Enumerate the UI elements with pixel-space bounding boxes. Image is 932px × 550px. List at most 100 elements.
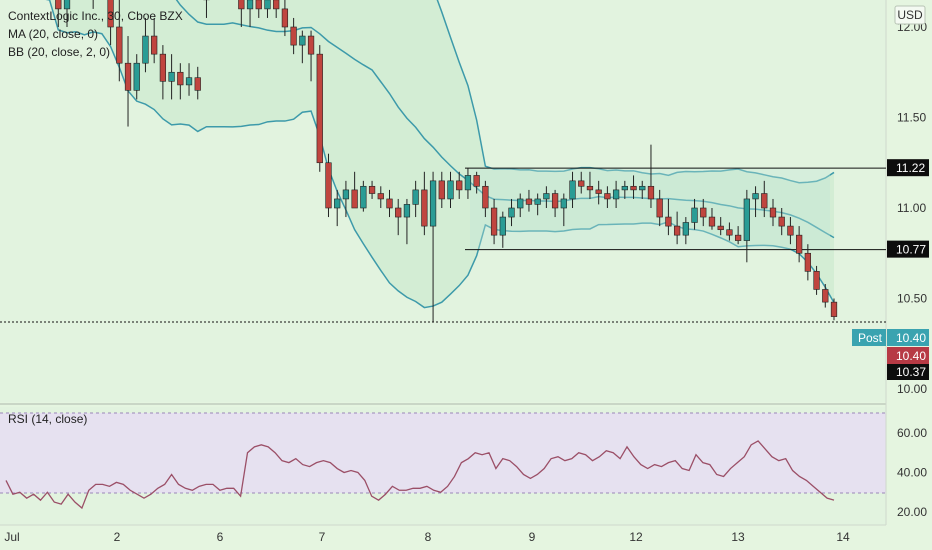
candle-body <box>307 35 315 55</box>
bollinger-bands <box>45 0 835 309</box>
chart-title[interactable]: ContextLogic Inc., 30, Cboe BZX <box>8 9 183 23</box>
candle-body <box>499 216 506 236</box>
candle-body <box>717 225 724 231</box>
ma-legend[interactable]: MA (20, close, 0) <box>8 27 98 41</box>
candle-body <box>665 216 672 227</box>
candle-body <box>647 185 655 200</box>
candle-body <box>543 193 550 200</box>
candle-body <box>569 180 576 200</box>
candle-body <box>456 180 463 191</box>
candle-body <box>264 0 271 10</box>
time-tick-label: 2 <box>114 530 121 544</box>
bb-lower <box>45 0 835 309</box>
candle-body <box>586 185 594 191</box>
candle-body <box>473 175 480 187</box>
candle-body <box>168 71 175 82</box>
candle-body <box>830 301 838 317</box>
level-tag-10-77-text: 10.77 <box>896 243 926 257</box>
candle-body <box>368 185 376 194</box>
last-price-tag-text: 10.40 <box>896 349 926 363</box>
candle-body <box>194 77 201 91</box>
candle-body <box>734 234 742 241</box>
candle-body <box>787 225 794 236</box>
level-tag-10-77 <box>887 240 929 258</box>
candle-body <box>769 207 777 218</box>
candle-body <box>743 198 750 241</box>
candle-body <box>822 289 829 303</box>
bb-fill <box>49 0 834 308</box>
candle-body <box>612 189 620 200</box>
candle-body <box>804 252 811 272</box>
candle-body <box>534 198 541 205</box>
candle-body <box>255 0 262 10</box>
rsi-series <box>5 440 835 510</box>
time-tick-label: 7 <box>319 530 326 544</box>
candle-body <box>726 229 733 236</box>
currency-button[interactable]: USD <box>894 5 926 25</box>
candle-body <box>342 189 350 200</box>
candle-body <box>578 180 585 187</box>
rsi-tick-label: 60.00 <box>897 426 927 440</box>
bb-basis <box>175 0 835 239</box>
rsi-line <box>5 440 835 510</box>
candle-body <box>185 77 193 86</box>
candle-body <box>351 189 358 209</box>
time-axis-ticks: Jul 2 6 7 8 9 12 13 14 <box>4 530 850 544</box>
candle-body <box>429 180 437 227</box>
candle-body <box>682 222 689 236</box>
candle-body <box>490 207 498 236</box>
last-price-tag <box>887 347 929 364</box>
candle-body <box>55 0 62 10</box>
candle-body <box>700 207 707 218</box>
post-label-box <box>852 329 886 346</box>
candle-body <box>177 71 184 86</box>
candle-body <box>752 193 759 200</box>
rsi-tick-label: 20.00 <box>897 505 927 519</box>
bb-upper <box>436 0 835 184</box>
candle-body <box>246 0 254 10</box>
level-tag-10-37 <box>887 363 929 380</box>
candle-body <box>412 189 419 205</box>
time-tick-label: 8 <box>425 530 432 544</box>
candle-body <box>133 62 140 91</box>
candle-body <box>551 193 559 209</box>
horizontal-lines <box>0 167 886 323</box>
rsi-axis-ticks: 20.00 40.00 60.00 <box>897 426 927 519</box>
candle-body <box>403 204 411 218</box>
candle-body <box>691 207 698 223</box>
candle-body <box>395 207 402 218</box>
candle-body <box>63 0 71 10</box>
bb-legend[interactable]: BB (20, close, 2, 0) <box>8 45 110 59</box>
level-tag-10-37-text: 10.37 <box>896 365 926 379</box>
time-tick-label: 9 <box>529 530 536 544</box>
time-tick-label: 13 <box>731 530 745 544</box>
rsi-legend[interactable]: RSI (14, close) <box>8 412 87 426</box>
candle-body <box>334 198 341 209</box>
time-axis-bg[interactable] <box>0 525 932 550</box>
candle-body <box>386 198 393 209</box>
post-price-tag <box>887 329 929 346</box>
candle-body <box>621 185 628 191</box>
candle-body <box>656 198 663 218</box>
level-tag-11-22-text: 11.22 <box>896 161 925 175</box>
candle-body <box>316 53 323 164</box>
level-tag-11-22 <box>887 159 929 177</box>
candle-body <box>290 26 297 46</box>
candle-body <box>421 189 428 227</box>
price-axis-bg[interactable] <box>886 0 932 550</box>
time-tick-label: 14 <box>836 530 850 544</box>
candle-body <box>447 180 454 200</box>
currency-label: USD <box>897 8 923 22</box>
candle-body <box>151 35 158 55</box>
candle-body <box>813 271 820 290</box>
candle-body <box>124 62 132 91</box>
candle-body <box>708 216 716 227</box>
candlestick-series <box>55 0 838 323</box>
candle-body <box>159 53 167 82</box>
post-label-text: Post <box>858 331 883 345</box>
candle-body <box>464 175 472 191</box>
candle-body <box>525 198 533 205</box>
candle-body <box>482 185 489 209</box>
candle-body <box>560 198 567 209</box>
